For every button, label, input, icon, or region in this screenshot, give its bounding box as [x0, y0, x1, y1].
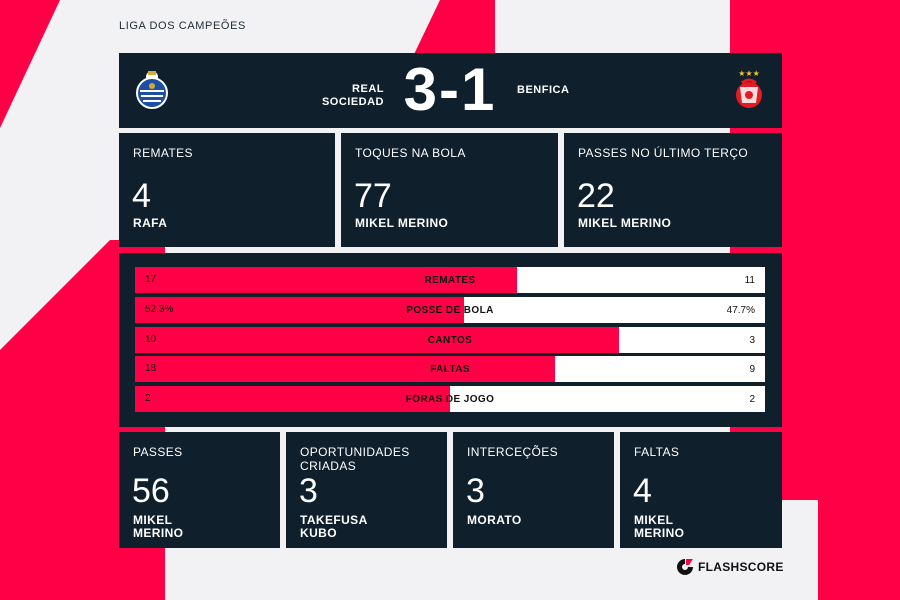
stat-label: FALTAS: [634, 445, 768, 459]
svg-text:★★★: ★★★: [738, 69, 760, 78]
stat-player: MIKEL MERINO: [355, 216, 449, 230]
comparison-label: FORAS DE JOGO: [405, 394, 495, 405]
comparison-row: 52.3% POSSE DE BOLA 47.7%: [135, 297, 765, 323]
stat-player-line1: MIKEL: [133, 513, 173, 527]
home-share-bar: [135, 327, 620, 353]
stat-card-faltas: FALTAS 4 MIKEL MERINO: [620, 432, 782, 548]
benfica-crest-icon: ★★★: [736, 69, 762, 108]
stat-player-line2: KUBO: [300, 526, 337, 540]
away-value: 3: [749, 335, 755, 346]
stat-card-toques-na-bola: TOQUES NA BOLA 77 MIKEL MERINO: [341, 133, 558, 247]
stat-card-passes-ultimo-terco: PASSES NO ÚLTIMO TERÇO 22 MIKEL MERINO: [564, 133, 782, 247]
stat-card-passes: PASSES 56 MIKEL MERINO: [119, 432, 280, 548]
real-sociedad-crest-icon: [136, 71, 168, 109]
flashscore-brand: FLASHSCORE: [676, 557, 784, 577]
stat-card-oportunidades-criadas: OPORTUNIDADES CRIADAS 3 TAKEFUSA KUBO: [286, 432, 447, 548]
home-team-name-line2: SOCIEDAD: [321, 96, 384, 108]
stat-value: 3: [466, 472, 485, 510]
stat-card-intercecoes: INTERCEÇÕES 3 MORATO: [453, 432, 614, 548]
home-share-bar: [135, 356, 556, 382]
home-value: 18: [145, 363, 157, 374]
home-value: 2: [145, 393, 151, 404]
stat-card-remates: REMATES 4 RAFA: [119, 133, 335, 247]
away-value: 47.7%: [726, 305, 755, 316]
stat-label-line1: FALTAS: [634, 445, 680, 459]
stat-label-line1: OPORTUNIDADES: [300, 445, 410, 459]
stat-label: PASSES NO ÚLTIMO TERÇO: [578, 146, 749, 160]
stat-value: 22: [577, 177, 615, 215]
away-value: 9: [749, 364, 755, 375]
match-score: 3-1: [403, 56, 497, 123]
stat-label-line2: CRIADAS: [300, 459, 357, 473]
stat-player: MIKEL MERINO: [133, 514, 183, 540]
comparison-label: POSSE DE BOLA: [406, 305, 494, 316]
comparison-label: REMATES: [424, 275, 476, 286]
stat-value: 4: [633, 472, 652, 510]
scoreboard: REAL SOCIEDAD 3-1 BENFICA ★★★: [119, 53, 782, 128]
stat-label: REMATES: [133, 146, 193, 160]
home-value: 10: [145, 334, 157, 345]
stat-label: INTERCEÇÕES: [467, 445, 600, 459]
stat-player-line1: MIKEL: [634, 513, 674, 527]
home-value: 52.3%: [145, 304, 174, 315]
stat-value: 3: [299, 472, 318, 510]
competition-title: LIGA DOS CAMPEÕES: [119, 20, 246, 32]
stat-player: TAKEFUSA KUBO: [300, 514, 368, 540]
comparison-row: 18 FALTAS 9: [135, 356, 765, 382]
stat-label: PASSES: [133, 445, 266, 459]
stat-player-line1: MORATO: [467, 513, 522, 527]
stat-player: RAFA: [133, 216, 168, 230]
stat-player-line2: MERINO: [133, 526, 184, 540]
stat-player: MIKEL MERINO: [634, 514, 684, 540]
home-share-bar: [135, 386, 450, 412]
stat-player: MIKEL MERINO: [578, 216, 672, 230]
brand-name: FLASHSCORE: [698, 560, 784, 574]
away-value: 2: [749, 394, 755, 405]
home-team-name: REAL SOCIEDAD: [294, 83, 384, 109]
comparison-row: 10 CANTOS 3: [135, 327, 765, 353]
away-value: 11: [744, 275, 755, 286]
comparison-row: 17 REMATES 11: [135, 267, 765, 293]
away-team-name: BENFICA: [517, 84, 570, 96]
team-comparison: 17 REMATES 11 52.3% POSSE DE BOLA 47.7% …: [119, 253, 782, 427]
stat-value: 56: [132, 472, 170, 510]
stat-player: MORATO: [467, 514, 522, 527]
stat-player-line1: TAKEFUSA: [300, 513, 368, 527]
stat-value: 77: [354, 177, 392, 215]
flashscore-logo-icon: [677, 559, 693, 575]
home-share-bar: [135, 267, 518, 293]
comparison-label: FALTAS: [430, 364, 470, 375]
home-value: 17: [145, 274, 157, 285]
home-share-bar: [135, 297, 465, 323]
home-team-name-line1: REAL: [352, 83, 384, 95]
stat-label: OPORTUNIDADES CRIADAS: [300, 445, 433, 473]
stat-label-line1: INTERCEÇÕES: [467, 445, 559, 459]
stat-label: TOQUES NA BOLA: [355, 146, 466, 160]
stat-player-line2: MERINO: [634, 526, 685, 540]
comparison-label: CANTOS: [427, 335, 473, 346]
stat-value: 4: [132, 177, 151, 215]
stat-label-line1: PASSES: [133, 445, 183, 459]
comparison-row: 2 FORAS DE JOGO 2: [135, 386, 765, 412]
